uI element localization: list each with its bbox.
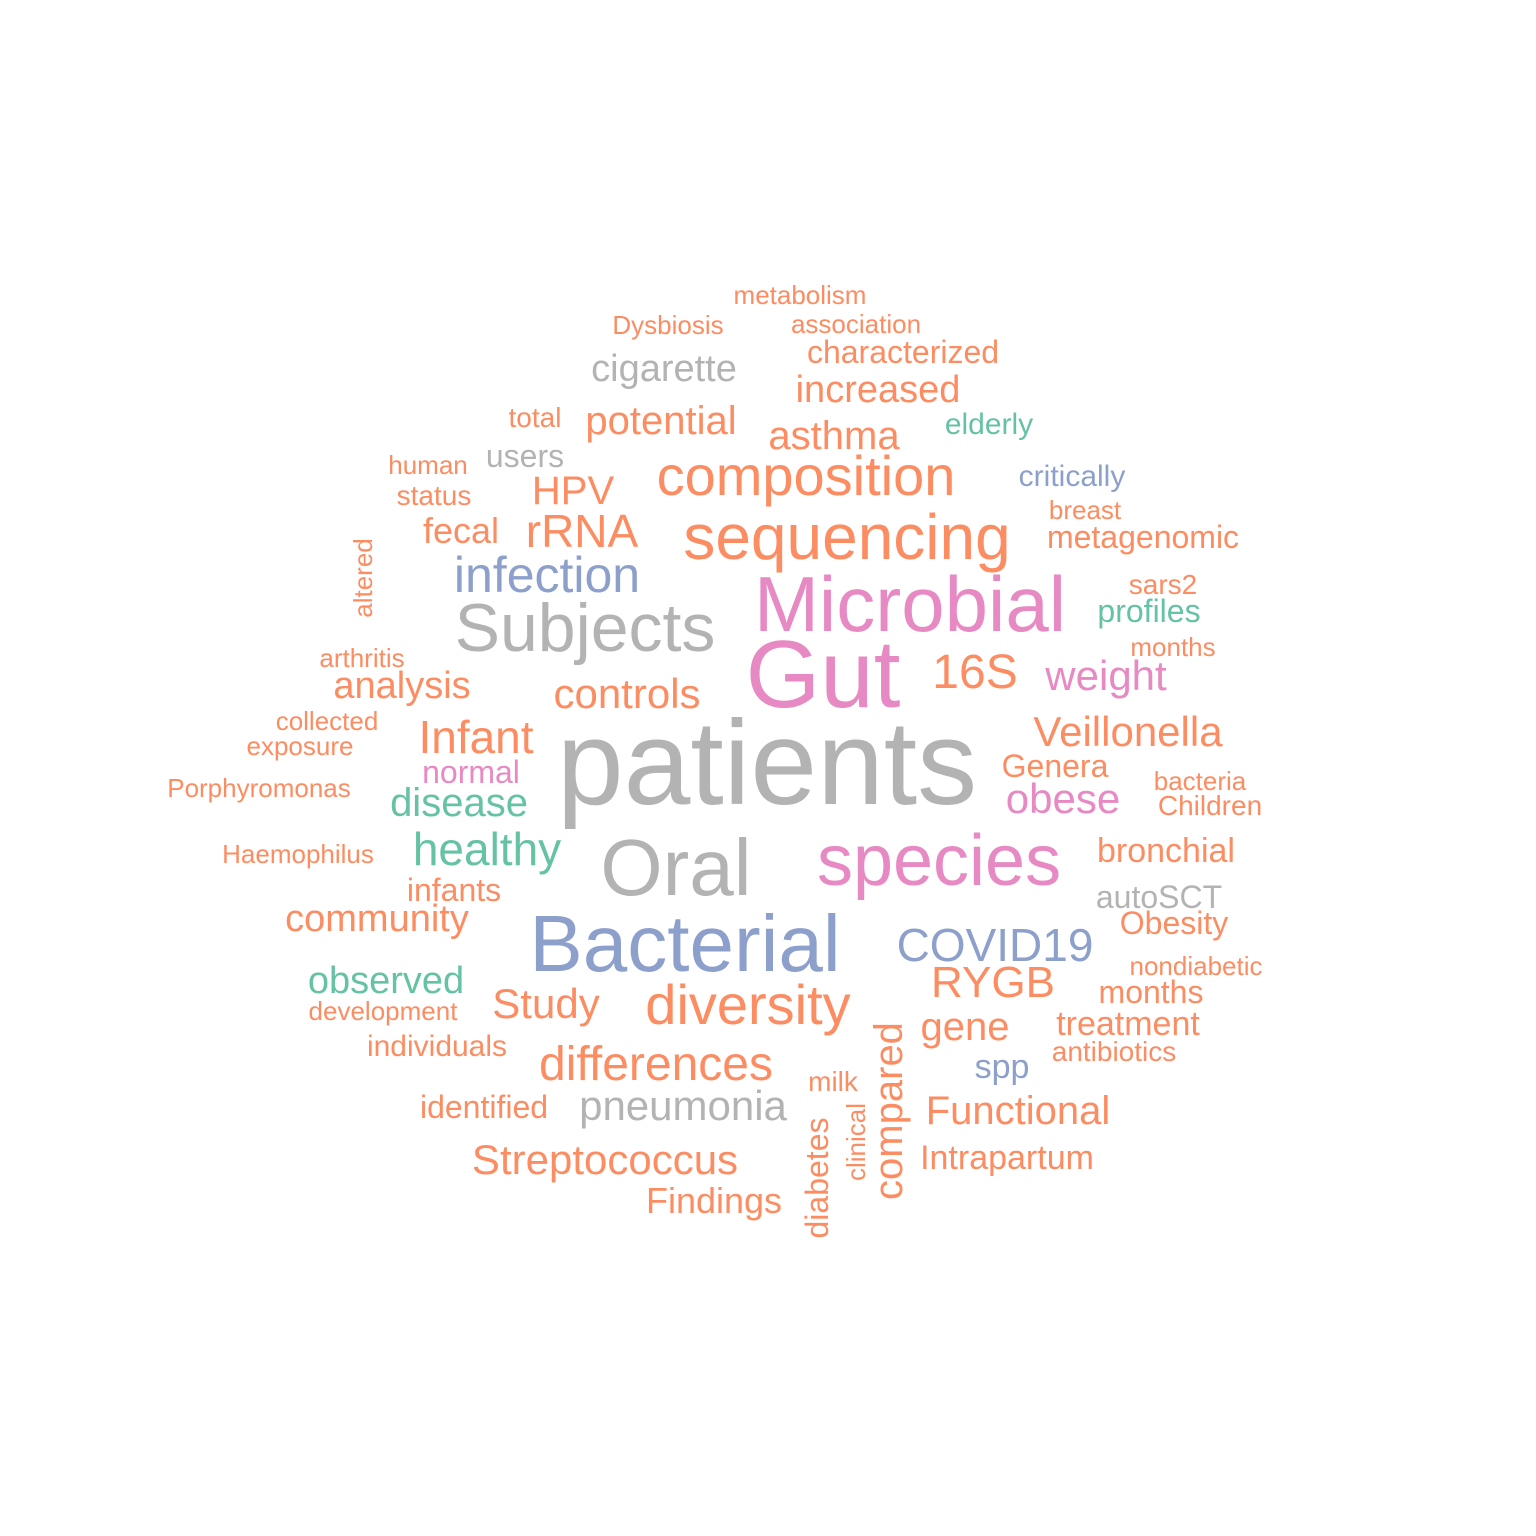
word-observed: observed (307, 960, 465, 1002)
word-potential: potential (585, 399, 737, 443)
word-total: total (508, 402, 562, 433)
word-milk: milk (808, 1066, 858, 1097)
word-porphyromonas: Porphyromonas (167, 773, 351, 803)
word-differences: differences (539, 1038, 773, 1091)
word-compared: compared (867, 1022, 911, 1200)
word-findings: Findings (645, 1180, 783, 1221)
word-oral: Oral (600, 823, 752, 912)
word-profiles: profiles (1097, 593, 1201, 629)
word-veillonella: Veillonella (1033, 708, 1223, 755)
word-antibiotics: antibiotics (1051, 1036, 1177, 1067)
word-disease: disease (390, 781, 528, 825)
word-exposure: exposure (246, 731, 354, 761)
word-characterized: characterized (806, 334, 1000, 370)
word-months: months (1098, 974, 1204, 1010)
word-composition: composition (656, 444, 956, 507)
word-nondiabetic: nondiabetic (1129, 951, 1263, 981)
word-bacterial: Bacterial (529, 899, 841, 988)
word-healthy: healthy (412, 823, 562, 875)
word-analysis: analysis (333, 665, 471, 707)
word-rygb: RYGB (931, 958, 1055, 1007)
word-bacteria: bacteria (1153, 766, 1247, 796)
word-months: months (1130, 632, 1216, 662)
word-sars2: sars2 (1128, 569, 1198, 600)
word-asthma: asthma (768, 414, 900, 458)
word-spp: spp (974, 1048, 1030, 1086)
word-16s: 16S (932, 646, 1018, 699)
word-infants: infants (406, 872, 502, 908)
word-hpv: HPV (531, 469, 615, 513)
word-rrna: rRNA (525, 505, 639, 557)
word-increased: increased (795, 369, 961, 411)
word-haemophilus: Haemophilus (222, 839, 374, 869)
word-intrapartum: Intrapartum (920, 1139, 1094, 1177)
word-users: users (485, 438, 565, 474)
word-sequencing: sequencing (683, 501, 1011, 573)
word-normal: normal (422, 754, 520, 790)
word-critically: critically (1018, 460, 1126, 493)
word-dysbiosis: Dysbiosis (612, 310, 724, 340)
word-functional: Functional (925, 1089, 1111, 1133)
word-study: Study (492, 980, 600, 1027)
word-community: community (285, 898, 469, 940)
word-infection: infection (453, 547, 641, 603)
word-obese: obese (1005, 775, 1121, 822)
word-streptococcus: Streptococcus (471, 1136, 739, 1183)
word-development: development (308, 996, 458, 1026)
word-diabetes: diabetes (799, 1117, 835, 1239)
word-gene: gene (920, 1005, 1010, 1049)
word-identified: identified (419, 1089, 549, 1125)
word-obesity: Obesity (1119, 905, 1229, 941)
word-covid19: COVID19 (896, 919, 1094, 971)
word-species: species (816, 821, 1062, 901)
word-bronchial: bronchial (1097, 832, 1235, 870)
word-arthritis: arthritis (319, 643, 405, 673)
word-subjects: Subjects (454, 590, 716, 666)
word-cigarette: cigarette (591, 348, 737, 390)
word-association: association (790, 309, 922, 339)
word-patients: patients (556, 696, 978, 830)
word-infant: Infant (418, 711, 534, 763)
word-microbial: Microbial (753, 560, 1067, 648)
word-metabolism: metabolism (733, 280, 867, 310)
word-clinical: clinical (841, 1102, 871, 1182)
word-pneumonia: pneumonia (579, 1082, 787, 1129)
word-breast: breast (1048, 495, 1122, 525)
word-elderly: elderly (944, 408, 1034, 441)
word-children: Children (1157, 790, 1263, 821)
word-gut: Gut (745, 621, 901, 728)
word-altered: altered (348, 538, 378, 618)
word-genera: Genera (1001, 748, 1109, 784)
word-autosct: autoSCT (1095, 879, 1223, 915)
word-controls: controls (553, 670, 701, 717)
word-weight: weight (1045, 652, 1167, 699)
word-collected: collected (275, 706, 379, 736)
word-treatment: treatment (1056, 1005, 1200, 1043)
word-fecal: fecal (422, 510, 500, 551)
word-diversity: diversity (645, 973, 851, 1036)
word-status: status (396, 480, 472, 511)
word-human: human (388, 450, 468, 480)
word-metagenomic: metagenomic (1046, 519, 1240, 555)
word-individuals: individuals (366, 1030, 508, 1063)
